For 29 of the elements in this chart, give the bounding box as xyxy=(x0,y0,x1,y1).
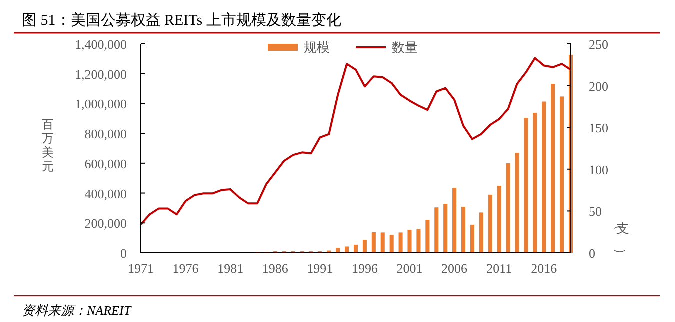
y-tick-label: 200,000 xyxy=(84,216,127,232)
legend-label: 规模 xyxy=(304,40,330,55)
y-tick-label: 800,000 xyxy=(84,126,127,142)
y-tick-label: 1,000,000 xyxy=(75,96,127,112)
x-tick-label: 1986 xyxy=(262,261,289,276)
y-tick-label: 400,000 xyxy=(84,186,127,202)
y2-tick-label: 0 xyxy=(589,246,596,261)
x-tick-label: 2006 xyxy=(442,261,468,276)
x-tick-label: 1991 xyxy=(307,261,334,276)
legend-label: 数量 xyxy=(392,40,418,55)
y-tick-label: 600,000 xyxy=(84,156,127,172)
chart-title: 图 51：美国公募权益 REITs 上市规模及数量变化 xyxy=(22,12,342,29)
x-tick-label: 1996 xyxy=(352,261,378,276)
x-tick-label: 1981 xyxy=(218,261,244,276)
x-tick-label: 1976 xyxy=(172,261,200,276)
y-tick-label: 1,400,000 xyxy=(75,37,127,52)
x-tick-label: 2001 xyxy=(396,261,423,276)
y-tick-label: 1,200,000 xyxy=(75,66,127,82)
x-tick-label: 1971 xyxy=(128,261,154,276)
y2-tick-label: 50 xyxy=(589,204,602,220)
text: 资料来源：NAREIT xyxy=(22,303,132,318)
x-tick-label: 2011 xyxy=(486,261,512,276)
y2-tick-label: 200 xyxy=(589,78,608,94)
y-tick-label: 0 xyxy=(120,246,127,261)
y2-tick-label: 100 xyxy=(589,162,608,178)
y-axis-title: 百万美元 xyxy=(42,118,54,174)
x-tick-label: 2016 xyxy=(531,261,558,276)
y2-tick-label: 250 xyxy=(589,37,608,52)
y2-tick-label: 150 xyxy=(589,120,608,136)
